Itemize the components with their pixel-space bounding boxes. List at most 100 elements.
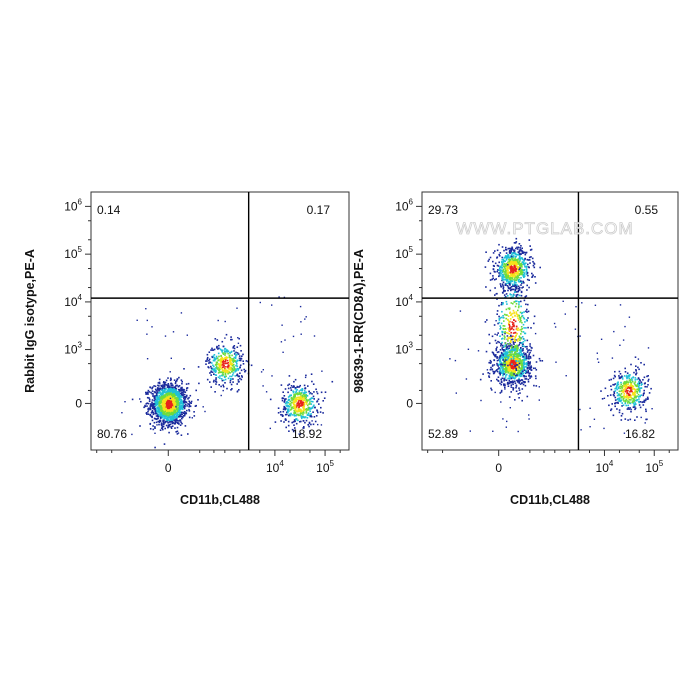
event-dot bbox=[518, 269, 521, 272]
event-dot bbox=[509, 318, 512, 320]
event-dot bbox=[626, 380, 628, 383]
event-dot bbox=[508, 396, 511, 398]
event-dot bbox=[526, 351, 529, 353]
event-dot bbox=[236, 359, 239, 362]
event-dot bbox=[524, 381, 526, 383]
event-dot bbox=[233, 364, 235, 366]
event-dot bbox=[219, 375, 221, 377]
event-dot bbox=[193, 411, 195, 413]
event-dot bbox=[163, 404, 166, 406]
event-dot bbox=[523, 352, 525, 354]
event-dot bbox=[616, 392, 618, 394]
event-dot bbox=[628, 374, 630, 377]
event-dot bbox=[169, 421, 172, 423]
event-dot bbox=[631, 387, 634, 390]
event-dot bbox=[303, 390, 306, 392]
event-dot bbox=[184, 405, 186, 407]
event-dot bbox=[231, 338, 233, 341]
event-dot bbox=[521, 321, 523, 324]
event-dot bbox=[301, 416, 303, 418]
event-dot bbox=[507, 377, 510, 380]
event-dot bbox=[287, 384, 289, 387]
event-dot bbox=[635, 390, 638, 393]
event-dot bbox=[294, 398, 297, 400]
event-dot bbox=[286, 411, 288, 414]
event-dot bbox=[240, 375, 243, 377]
event-dot bbox=[302, 401, 305, 404]
event-dot bbox=[525, 268, 528, 271]
event-dot bbox=[516, 355, 518, 358]
event-dot bbox=[159, 420, 162, 422]
event-dot bbox=[300, 398, 302, 400]
event-dot bbox=[575, 306, 577, 308]
event-dot bbox=[217, 352, 220, 355]
event-dot bbox=[520, 249, 522, 251]
event-dot bbox=[632, 401, 634, 403]
event-dot bbox=[518, 287, 520, 290]
event-dot bbox=[300, 321, 302, 323]
event-dot bbox=[508, 262, 510, 264]
event-dot bbox=[163, 389, 166, 391]
event-dot bbox=[178, 392, 181, 394]
event-dot bbox=[305, 394, 307, 396]
event-dot bbox=[171, 417, 174, 420]
event-dot bbox=[496, 378, 498, 381]
event-dot bbox=[156, 410, 158, 413]
event-dot bbox=[233, 369, 236, 371]
y-tick-label: 103 bbox=[64, 341, 82, 357]
event-dot bbox=[488, 258, 490, 261]
event-dot bbox=[222, 385, 225, 388]
event-dot bbox=[228, 370, 230, 373]
event-dot bbox=[525, 295, 528, 297]
event-dot bbox=[506, 276, 508, 279]
event-dot bbox=[171, 425, 174, 427]
event-dot bbox=[517, 393, 520, 395]
event-dot bbox=[520, 364, 523, 367]
event-dot bbox=[292, 414, 294, 416]
event-dot bbox=[502, 344, 504, 347]
event-dot bbox=[172, 399, 174, 402]
event-dot bbox=[168, 397, 171, 399]
event-dot bbox=[320, 424, 323, 426]
event-dot bbox=[154, 396, 156, 398]
event-dot bbox=[308, 422, 311, 425]
event-dot bbox=[172, 406, 174, 408]
event-dot bbox=[524, 265, 526, 268]
event-dot bbox=[295, 390, 298, 393]
event-dot bbox=[156, 402, 159, 405]
event-dot bbox=[177, 396, 179, 398]
event-dot bbox=[513, 325, 515, 328]
event-dot bbox=[455, 392, 457, 394]
event-dot bbox=[506, 359, 509, 361]
event-dot bbox=[647, 380, 649, 382]
event-dot bbox=[218, 369, 220, 372]
event-dot bbox=[162, 404, 165, 406]
event-dot bbox=[627, 419, 629, 421]
event-dot bbox=[497, 332, 499, 334]
event-dot bbox=[515, 334, 517, 337]
event-dot bbox=[498, 267, 501, 270]
event-dot bbox=[297, 396, 299, 399]
event-dot bbox=[282, 410, 285, 413]
event-dot bbox=[188, 400, 190, 403]
event-dot bbox=[154, 405, 156, 407]
event-dot bbox=[149, 408, 152, 411]
event-dot bbox=[497, 379, 499, 382]
event-dot bbox=[146, 358, 149, 360]
event-dot bbox=[524, 352, 527, 355]
event-dot bbox=[221, 356, 223, 359]
event-dot bbox=[295, 393, 298, 395]
event-dot bbox=[158, 412, 161, 414]
event-dot bbox=[286, 400, 288, 403]
event-dot bbox=[515, 374, 517, 377]
event-dot bbox=[632, 406, 635, 408]
event-dot bbox=[515, 281, 517, 284]
event-dot bbox=[620, 395, 622, 398]
event-dot bbox=[166, 410, 168, 412]
event-dot bbox=[165, 383, 167, 386]
event-dot bbox=[519, 265, 521, 267]
event-dot bbox=[501, 348, 504, 351]
event-dot bbox=[521, 273, 523, 276]
event-dot bbox=[179, 392, 182, 395]
event-dot bbox=[620, 381, 622, 384]
